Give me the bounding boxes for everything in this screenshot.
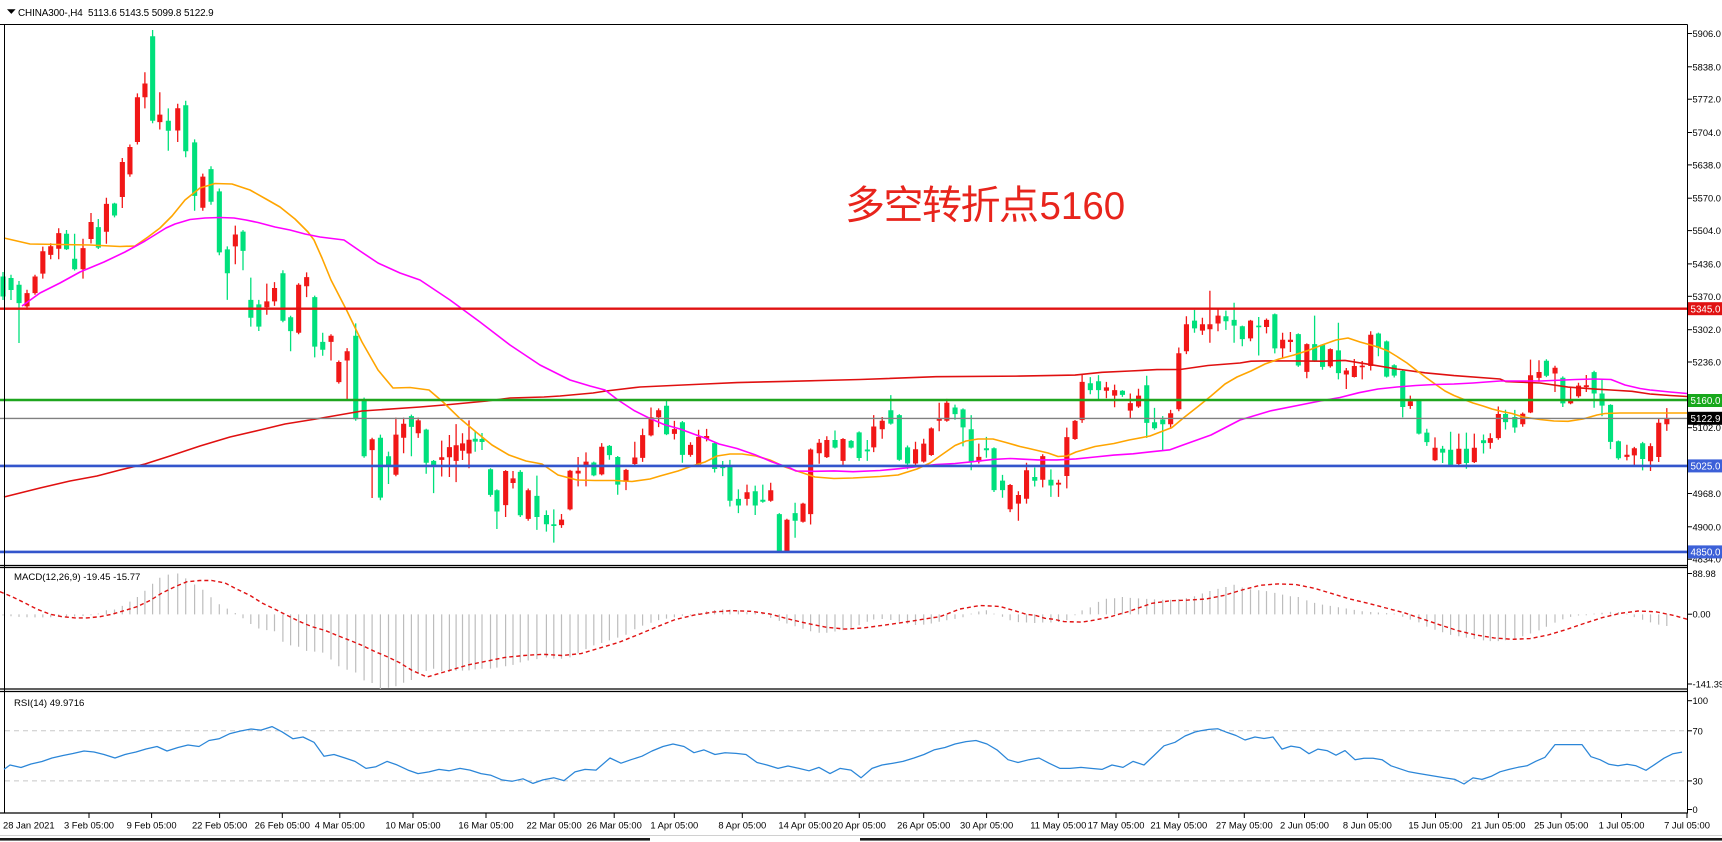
svg-text:0.00: 0.00	[1693, 610, 1711, 620]
svg-text:5704.0: 5704.0	[1693, 128, 1721, 138]
svg-text:25 Jun 05:00: 25 Jun 05:00	[1534, 820, 1588, 831]
svg-text:-141.39: -141.39	[1693, 680, 1722, 690]
svg-text:5638.0: 5638.0	[1693, 160, 1721, 170]
svg-text:17 May 05:00: 17 May 05:00	[1088, 820, 1145, 831]
svg-text:21 Jun 05:00: 21 Jun 05:00	[1471, 820, 1525, 831]
svg-text:26 Feb 05:00: 26 Feb 05:00	[255, 820, 310, 831]
svg-text:11 May 05:00: 11 May 05:00	[1030, 820, 1086, 831]
svg-text:4968.0: 4968.0	[1693, 489, 1721, 499]
svg-text:70: 70	[1693, 726, 1703, 736]
svg-text:4834.0: 4834.0	[1693, 555, 1721, 565]
svg-text:15 Jun 05:00: 15 Jun 05:00	[1408, 820, 1462, 831]
svg-text:5122.9: 5122.9	[1691, 414, 1721, 425]
svg-text:0: 0	[1693, 805, 1698, 815]
svg-text:1 Apr 05:00: 1 Apr 05:00	[650, 820, 698, 831]
svg-text:5025.0: 5025.0	[1691, 462, 1722, 473]
svg-text:5436.0: 5436.0	[1693, 259, 1721, 269]
svg-text:5504.0: 5504.0	[1693, 226, 1721, 236]
svg-text:27 May 05:00: 27 May 05:00	[1216, 820, 1273, 831]
svg-text:5160.0: 5160.0	[1691, 396, 1722, 407]
svg-text:10 Mar 05:00: 10 Mar 05:00	[385, 820, 440, 831]
svg-text:7 Jul 05:00: 7 Jul 05:00	[1664, 820, 1710, 831]
svg-text:100: 100	[1693, 696, 1709, 706]
svg-text:3 Feb 05:00: 3 Feb 05:00	[64, 820, 114, 831]
svg-text:1 Jul 05:00: 1 Jul 05:00	[1599, 820, 1645, 831]
svg-text:88.98: 88.98	[1693, 569, 1716, 579]
svg-text:5160: 5160	[1040, 185, 1126, 228]
svg-text:4900.0: 4900.0	[1693, 522, 1721, 532]
svg-text:5838.0: 5838.0	[1693, 62, 1721, 72]
svg-text:5236.0: 5236.0	[1693, 358, 1721, 368]
svg-text:26 Mar 05:00: 26 Mar 05:00	[587, 820, 642, 831]
svg-text:5906.0: 5906.0	[1693, 29, 1721, 39]
svg-text:CHINA300-,H4 5113.6 5143.5 50: CHINA300-,H4 5113.6 5143.5 5099.8 5122.9	[18, 8, 214, 19]
svg-text:5772.0: 5772.0	[1693, 95, 1721, 105]
svg-text:5370.0: 5370.0	[1693, 292, 1721, 302]
svg-text:4 Mar 05:00: 4 Mar 05:00	[315, 820, 365, 831]
svg-text:5302.0: 5302.0	[1693, 325, 1721, 335]
svg-text:22 Feb 05:00: 22 Feb 05:00	[192, 820, 247, 831]
svg-text:22 Mar 05:00: 22 Mar 05:00	[526, 820, 581, 831]
svg-text:4850.0: 4850.0	[1691, 548, 1722, 559]
svg-text:14 Apr 05:00: 14 Apr 05:00	[778, 820, 831, 831]
svg-text:5102.0: 5102.0	[1693, 423, 1721, 433]
svg-text:20 Apr 05:00: 20 Apr 05:00	[833, 820, 886, 831]
svg-text:28 Jan 2021: 28 Jan 2021	[3, 820, 55, 831]
svg-text:21 May 05:00: 21 May 05:00	[1150, 820, 1207, 831]
svg-text:2 Jun 05:00: 2 Jun 05:00	[1280, 820, 1329, 831]
svg-text:16 Mar 05:00: 16 Mar 05:00	[458, 820, 513, 831]
svg-text:8 Apr 05:00: 8 Apr 05:00	[718, 820, 766, 831]
svg-text:RSI(14) 49.9716: RSI(14) 49.9716	[14, 698, 84, 709]
svg-text:5345.0: 5345.0	[1691, 304, 1722, 315]
svg-text:MACD(12,26,9) -19.45 -15.77: MACD(12,26,9) -19.45 -15.77	[14, 572, 140, 583]
svg-text:9 Feb 05:00: 9 Feb 05:00	[127, 820, 177, 831]
svg-text:30: 30	[1693, 776, 1703, 786]
svg-text:26 Apr 05:00: 26 Apr 05:00	[897, 820, 950, 831]
svg-text:30 Apr 05:00: 30 Apr 05:00	[960, 820, 1013, 831]
svg-text:8 Jun 05:00: 8 Jun 05:00	[1343, 820, 1392, 831]
svg-text:5570.0: 5570.0	[1693, 194, 1721, 204]
